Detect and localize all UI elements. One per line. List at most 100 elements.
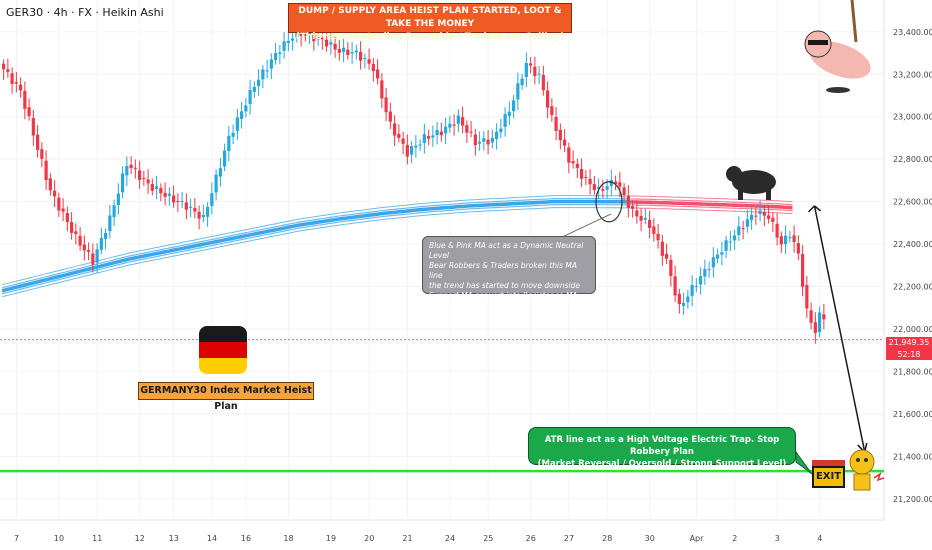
candle-body xyxy=(108,215,112,232)
robber-icon xyxy=(804,0,871,93)
candle-body xyxy=(690,285,694,296)
candle-body xyxy=(312,34,316,42)
candle-body xyxy=(337,48,341,53)
robot-eye xyxy=(864,458,868,462)
candle-body xyxy=(728,241,732,243)
candle-body xyxy=(550,106,554,116)
candle-body xyxy=(639,215,643,221)
heist-plan-label: GERMANY30 Index Market Heist Plan xyxy=(138,382,314,412)
candle-body xyxy=(592,184,596,191)
candle-body xyxy=(431,135,435,138)
x-tick-label: 7 xyxy=(14,534,19,543)
candle-body xyxy=(19,84,23,91)
y-tick-label: 22,200.00 xyxy=(893,283,932,292)
candle-body xyxy=(694,286,698,288)
candle-body xyxy=(363,57,367,59)
x-axis: 7 10 11 12 13 14 16 18 19 20 21 24 25 26 27 28 30 Apr 2 3 4 xyxy=(14,534,822,543)
candle-body xyxy=(686,296,690,303)
x-tick-label: 3 xyxy=(775,534,780,543)
ma-note-line: Blue & Pink MA act as a Dynamic Neutral … xyxy=(429,241,584,260)
moving-average-layer xyxy=(1,195,793,298)
candle-body xyxy=(350,52,354,54)
robot-head xyxy=(849,449,875,475)
candle-body xyxy=(265,70,269,72)
ma-blue-band xyxy=(1,198,632,289)
robber-shadow xyxy=(826,87,850,93)
candle-body xyxy=(53,190,57,197)
candle-body xyxy=(125,165,129,176)
candle-body xyxy=(99,237,103,250)
x-tick-label: 25 xyxy=(483,534,493,543)
atr-callout-pointer xyxy=(795,450,813,475)
candle-body xyxy=(70,222,74,233)
y-tick-label: 22,400.00 xyxy=(893,240,932,249)
candle-body xyxy=(405,144,409,157)
x-tick-label: Apr xyxy=(690,534,705,543)
candle-body xyxy=(529,63,533,66)
y-tick-label: 21,400.00 xyxy=(893,452,932,461)
candle-body xyxy=(393,123,397,136)
candle-body xyxy=(316,36,320,40)
candle-body xyxy=(720,252,724,255)
candle-body xyxy=(116,193,120,206)
candle-body xyxy=(235,117,239,132)
candle-body xyxy=(473,134,477,146)
candle-body xyxy=(422,134,426,144)
candle-body xyxy=(333,43,337,50)
candle-body xyxy=(112,205,116,218)
candle-body xyxy=(414,145,418,148)
y-tick-label: 21,200.00 xyxy=(893,495,932,504)
candle-body xyxy=(180,201,184,203)
candle-body xyxy=(750,214,754,221)
candle-body xyxy=(631,206,635,209)
candle-body xyxy=(635,210,639,217)
candle-body xyxy=(541,75,545,91)
projection-arrow xyxy=(813,205,866,453)
bear-icon xyxy=(726,166,776,200)
x-tick-label: 30 xyxy=(645,534,655,543)
candle-body xyxy=(767,215,771,219)
y-tick-label: 23,200.00 xyxy=(893,70,932,79)
candle-body xyxy=(567,147,571,163)
candle-body xyxy=(699,276,703,285)
candle-body xyxy=(503,114,507,127)
last-price-badge: 21,949.35 xyxy=(886,337,932,349)
candle-body xyxy=(189,206,193,208)
candle-body xyxy=(601,189,605,191)
x-tick-label: 28 xyxy=(602,534,612,543)
candle-body xyxy=(546,90,550,108)
candle-body xyxy=(274,53,278,61)
candle-body xyxy=(367,59,371,64)
candle-body xyxy=(469,131,473,133)
candle-body xyxy=(682,302,686,306)
candle-body xyxy=(138,170,142,180)
candle-body xyxy=(512,100,516,112)
candle-body xyxy=(614,181,618,185)
candle-body xyxy=(452,124,456,126)
candle-body xyxy=(643,218,647,220)
candle-body xyxy=(669,259,673,276)
ma-note-line: the trend has started to move downside xyxy=(429,281,580,290)
candle-body xyxy=(482,138,486,142)
x-tick-label: 27 xyxy=(564,534,574,543)
candle-body xyxy=(724,240,728,251)
candle-body xyxy=(291,38,295,41)
candle-body xyxy=(163,192,167,197)
candle-body xyxy=(214,174,218,193)
bear-head xyxy=(726,166,742,182)
candle-body xyxy=(201,214,205,218)
x-tick-label: 12 xyxy=(135,534,145,543)
top-banner-line1: DUMP / SUPPLY AREA HEIST PLAN STARTED, L… xyxy=(298,6,562,29)
candle-body xyxy=(257,79,261,86)
candle-body xyxy=(240,111,244,119)
x-tick-label: 16 xyxy=(241,534,251,543)
bear-leg xyxy=(738,188,743,200)
candle-body xyxy=(87,249,91,252)
candle-body xyxy=(673,276,677,296)
symbol-label: GER30 · 4h · FX · Heikin Ashi xyxy=(6,6,164,19)
candle-body xyxy=(231,132,235,137)
y-tick-label: 23,400.00 xyxy=(893,28,932,37)
candle-body xyxy=(142,178,146,180)
